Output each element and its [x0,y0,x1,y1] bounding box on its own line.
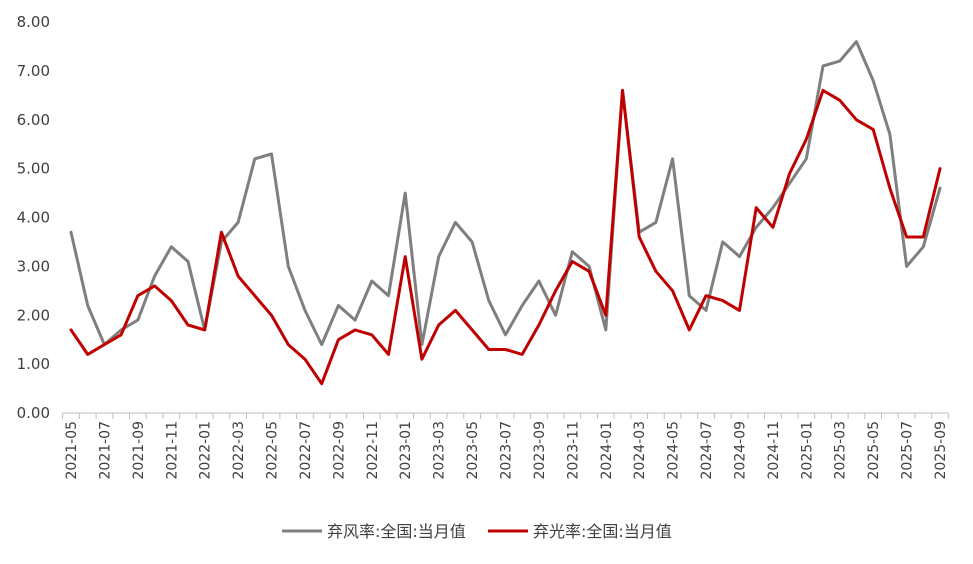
x-tick-label: 2025-07 [900,421,916,480]
x-tick-label: 2022-05 [265,421,281,480]
x-tick-label: 2022-01 [198,421,214,480]
x-tick-label: 2022-11 [365,421,381,480]
x-tick-label: 2024-09 [732,421,748,480]
x-tick-label: 2021-05 [64,421,80,480]
y-tick-label: 6.00 [17,111,50,129]
x-axis: 2021-05 2021-07 2021-09 2021-11 2022-01 2022-… [62,412,949,480]
legend: 弃风率:全国:当月值 弃光率:全国:当月值 [282,522,672,541]
y-axis-ticks: 0.00 1.00 2.00 3.00 4.00 5.00 6.00 7.00 8.00 [17,13,50,422]
x-tick-label: 2023-11 [565,421,581,480]
x-tick-label: 2024-05 [666,421,682,480]
x-tick-label: 2025-03 [833,421,849,480]
x-tick-label: 2024-01 [599,421,615,480]
y-tick-label: 0.00 [17,404,50,422]
x-tick-label: 2025-05 [866,421,882,480]
x-tick-label: 2024-07 [699,421,715,480]
y-tick-label: 5.00 [17,160,50,178]
x-tick-label: 2023-05 [465,421,481,480]
series-line-1 [69,40,942,347]
x-tick-label: 2023-09 [532,421,548,480]
x-tick-label: 2021-09 [131,421,147,480]
legend-label-2: 弃光率:全国:当月值 [533,522,672,541]
x-tick-label: 2025-09 [933,421,949,480]
x-tick-label: 2022-07 [298,421,314,480]
y-tick-label: 2.00 [17,306,50,324]
x-tick-label: 2024-11 [766,421,782,480]
y-tick-label: 3.00 [17,257,50,275]
x-tick-label: 2023-03 [432,421,448,480]
x-tick-label: 2025-01 [799,421,815,480]
legend-label-1: 弃风率:全国:当月值 [327,522,466,541]
x-tick-label: 2021-11 [164,421,180,480]
series-layer [69,40,942,386]
y-tick-label: 7.00 [17,62,50,80]
x-tick-label: 2023-07 [499,421,515,480]
x-tick-label: 2022-09 [331,421,347,480]
x-tick-label: 2024-03 [632,421,648,480]
y-tick-label: 8.00 [17,13,50,31]
x-tick-label: 2021-07 [97,421,113,480]
x-tick-label: 2022-03 [231,421,247,480]
y-tick-label: 4.00 [17,209,50,227]
x-tick-label: 2023-01 [398,421,414,480]
series-line-2 [69,88,942,386]
y-tick-label: 1.00 [17,355,50,373]
